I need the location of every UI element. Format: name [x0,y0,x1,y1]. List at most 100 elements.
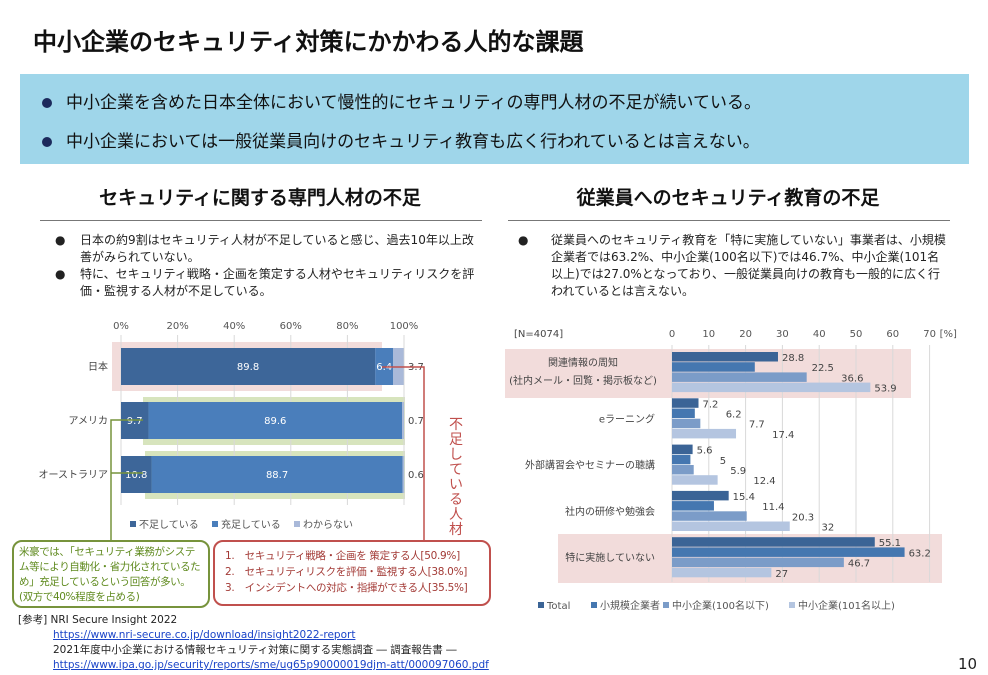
x-tick-label: 0 [669,329,675,340]
sample-size-note: [N=4074] [514,329,563,340]
legend-swatch [663,602,669,608]
data-label: 9.7 [127,416,143,427]
data-label: 89.6 [264,416,286,427]
x-tick-label: 20 [739,329,752,340]
bar [672,398,699,408]
data-label: 10.8 [125,470,147,481]
data-label: 0.6 [408,470,424,481]
legend-swatch [538,602,544,608]
x-tick-label: 0% [113,321,129,332]
data-label: 5 [720,456,726,467]
category-label: (社内メール・回覧・掲示板など) [509,374,657,387]
bar [672,547,905,557]
bullet-icon: ● [55,233,66,247]
left-bullets: ● 日本の約9割はセキュリティ人材が不足していると感じ、過去10年以上改善がみられ… [55,232,475,300]
bar [672,557,844,568]
data-label: 11.4 [762,502,784,513]
data-label: 3.7 [408,362,424,373]
data-label: 53.9 [874,384,896,395]
data-label: 88.7 [266,470,288,481]
data-label: 5.6 [697,446,713,457]
page-number: 10 [958,655,978,673]
legend-swatch [591,602,597,608]
bar [672,465,694,475]
data-label: 12.4 [753,476,775,487]
legend-label: わからない [303,519,353,531]
vertical-label: 不足している人材 [449,417,463,538]
data-label: 7.2 [702,399,718,410]
x-tick-label: 50 [850,329,863,340]
bar-segment [148,402,403,439]
references: [参考] NRI Secure Insight 2022 https://www… [18,613,489,673]
bar [672,372,807,382]
ref-doc-title: 2021年度中小企業における情報セキュリティ対策に関する実態調査 ― 調査報告書… [53,644,457,656]
data-label: 7.7 [749,420,765,431]
bullet-item: ● 従業員へのセキュリティ教育を「特に実施していない」事業者は、小規模企業者では6… [518,232,948,300]
data-label: 36.6 [841,373,863,384]
security-education-chart: [N=4074] 0 10 20 30 40 50 60 70 [%] 関連情報の周知 (社内メール・… [505,329,957,612]
bar [672,490,729,501]
ref-label: [参考] NRI Secure Insight 2022 [18,614,178,626]
bar [672,352,778,362]
category-label: 外部講習会やセミナーの聴講 [525,459,655,472]
bar [672,511,747,521]
page-title: 中小企業のセキュリティ対策にかかわる人的な課題 [33,28,584,56]
summary-text: 中小企業においては一般従業員向けのセキュリティ教育も広く行われているとは言えない… [66,132,760,152]
legend-swatch [212,521,218,527]
red-list-item: 3. インシデントへの対応・指揮ができる人[35.5%] [225,582,468,594]
data-label: 27 [775,569,788,580]
red-list-item: 2. セキュリティリスクを評価・監視する人[38.0%] [225,566,468,578]
data-label: 22.5 [812,363,834,374]
bar [672,382,871,393]
bar [672,454,691,465]
ref-link-ipa[interactable]: https://www.ipa.go.jp/security/reports/s… [53,659,489,671]
category-label: オーストラリア [39,469,109,481]
bar [672,521,790,531]
data-label: 89.8 [237,362,259,373]
data-label: 55.1 [879,538,901,549]
bullet-icon [42,137,52,147]
x-tick-label: 80% [336,321,358,332]
bullet-icon: ● [55,267,66,281]
bar [672,475,718,485]
data-label: 5.9 [730,466,746,477]
x-tick-label: 40 [813,329,826,340]
category-label: アメリカ [69,415,109,427]
bullet-icon: ● [518,233,529,247]
bullet-item: ● 特に、セキュリティ戦略・企画を策定する人材やセキュリティリスクを評価・監視する… [55,266,475,300]
bullet-text: 日本の約9割はセキュリティ人材が不足していると感じ、過去10年以上改善がみられて… [80,233,474,264]
x-tick-label: 10 [702,329,715,340]
bar [672,567,772,578]
bar [672,418,701,429]
data-label: 17.4 [772,430,794,441]
data-label: 6.4 [376,362,392,373]
legend-swatch [789,602,795,608]
legend-label: 不足している [139,519,199,531]
legend-label: 充足している [221,518,281,531]
x-tick-label: 70 [923,329,936,340]
bar-segment [151,456,403,493]
category-label: 日本 [88,360,108,373]
x-tick-label: 100% [390,321,419,332]
bar-segment [393,348,404,385]
bar-segment [121,348,376,385]
x-tick-label: 20% [166,321,188,332]
data-label: 28.8 [782,353,804,364]
bar [672,408,695,418]
summary-text: 中小企業を含めた日本全体において慢性的にセキュリティの専門人材の不足が続いている… [66,93,761,113]
summary-bullet: 中小企業においては一般従業員向けのセキュリティ教育も広く行われているとは言えない… [42,127,760,152]
red-list-box: 1. セキュリティ戦略・企画を 策定する人[50.9%] 2. セキュリティリス… [213,540,491,606]
category-label: 特に実施していない [565,551,655,564]
legend-label: Total [546,601,570,612]
green-note-box: 米豪では、「セキュリティ業務がシステム等により自動化・省力化されているため」充足… [12,540,210,608]
bar [672,362,755,372]
data-label: 6.2 [726,410,742,421]
bar [672,537,875,547]
bullet-item: ● 日本の約9割はセキュリティ人材が不足していると感じ、過去10年以上改善がみられ… [55,232,475,266]
x-tick-label: 40% [223,321,245,332]
category-label: 関連情報の周知 [548,356,618,369]
x-tick-label: 60 [886,329,899,340]
right-heading: 従業員へのセキュリティ教育の不足 [576,187,880,209]
category-label: 社内の研修や勉強会 [565,505,655,518]
ref-link-nri[interactable]: https://www.nri-secure.co.jp/download/in… [53,629,356,641]
